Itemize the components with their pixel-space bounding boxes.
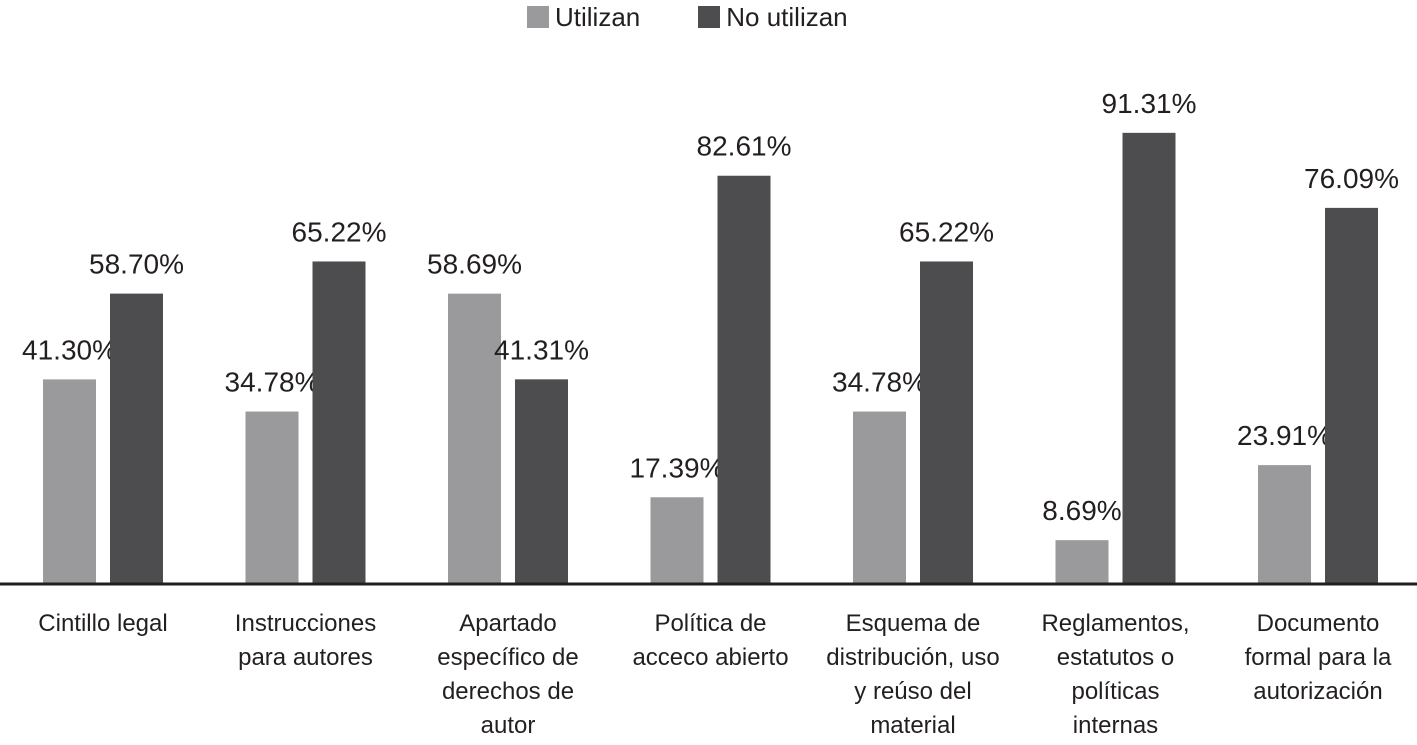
bar-utilizan bbox=[245, 411, 299, 583]
category-label-line: formal para la bbox=[1244, 644, 1392, 671]
category-label-line: y reúso del bbox=[854, 678, 972, 705]
bar-utilizan bbox=[1055, 540, 1109, 583]
data-label-no-utilizan: 82.61% bbox=[697, 131, 792, 162]
data-label-utilizan: 8.69% bbox=[1042, 495, 1121, 526]
category-label: Instrucciones para autores bbox=[206, 607, 406, 675]
category-label-line: acceco abierto bbox=[632, 644, 789, 671]
data-label-utilizan: 17.39% bbox=[630, 452, 725, 483]
bar-no-utilizan bbox=[1122, 132, 1176, 583]
data-label-no-utilizan: 91.31% bbox=[1102, 88, 1197, 119]
category-label-line: Política de bbox=[654, 610, 767, 637]
category-label: Apartado específico de derechos de autor bbox=[408, 607, 608, 743]
category-label-line: Instrucciones bbox=[234, 610, 377, 637]
legend-item-no-utilizan: No utilizan bbox=[698, 1, 848, 33]
bar-no-utilizan bbox=[717, 175, 771, 583]
data-label-no-utilizan: 76.09% bbox=[1304, 163, 1399, 194]
bar-no-utilizan bbox=[920, 261, 973, 583]
category-label-line: material bbox=[870, 712, 956, 739]
category-label: Reglamentos, estatutos o políticas internas bbox=[1016, 607, 1216, 743]
data-label-no-utilizan: 65.22% bbox=[292, 216, 387, 247]
legend: Utilizan No utilizan bbox=[527, 0, 906, 34]
category-label-line: autorización bbox=[1253, 678, 1383, 705]
category-label-line: estatutos o bbox=[1056, 644, 1175, 671]
category-label: Política de acceco abierto bbox=[611, 607, 811, 675]
category-label-line: derechos de bbox=[441, 678, 575, 705]
bar-utilizan bbox=[43, 379, 96, 583]
data-label-utilizan: 34.78% bbox=[832, 367, 927, 398]
legend-item-utilizan: Utilizan bbox=[527, 2, 640, 33]
bar-utilizan bbox=[1258, 465, 1311, 583]
data-label-no-utilizan: 58.70% bbox=[89, 249, 184, 280]
category-label-line: para autores bbox=[238, 644, 373, 671]
category-label-line: autor bbox=[480, 712, 536, 739]
data-label-utilizan: 58.69% bbox=[427, 249, 522, 280]
category-label-line: Cintillo legal bbox=[38, 610, 168, 637]
category-label-line: distribución, uso bbox=[826, 644, 1000, 671]
bar-no-utilizan bbox=[515, 379, 568, 583]
category-label: Cintillo legal bbox=[3, 607, 203, 641]
bar-utilizan bbox=[853, 411, 906, 583]
legend-label-utilizan: Utilizan bbox=[555, 1, 641, 32]
legend-swatch-utilizan bbox=[527, 6, 549, 28]
bar-utilizan bbox=[448, 293, 501, 583]
category-label-line: Esquema de bbox=[845, 610, 981, 637]
category-label-line: internas bbox=[1072, 712, 1159, 739]
data-label-utilizan: 23.91% bbox=[1237, 420, 1332, 451]
category-label: Esquema de distribución, uso y reúso del ma… bbox=[813, 607, 1013, 743]
data-label-utilizan: 34.78% bbox=[225, 367, 320, 398]
bar-no-utilizan bbox=[110, 293, 163, 583]
category-label: Documento formal para la autorización bbox=[1218, 607, 1417, 709]
bar-no-utilizan bbox=[1325, 207, 1378, 584]
data-label-no-utilizan: 41.31% bbox=[494, 334, 589, 365]
category-label-line: Apartado bbox=[459, 610, 557, 637]
category-label-line: Reglamentos, bbox=[1041, 610, 1190, 637]
category-label-line: políticas bbox=[1071, 678, 1160, 705]
bar-utilizan bbox=[650, 497, 704, 583]
data-label-no-utilizan: 65.22% bbox=[899, 216, 994, 247]
bar-no-utilizan bbox=[312, 261, 366, 583]
category-label-line: Documento bbox=[1256, 610, 1380, 637]
data-label-utilizan: 41.30% bbox=[22, 334, 117, 365]
category-label-line: específico de bbox=[437, 644, 579, 671]
legend-label-no-utilizan: No utilizan bbox=[726, 1, 848, 32]
legend-swatch-no-utilizan bbox=[698, 6, 721, 28]
